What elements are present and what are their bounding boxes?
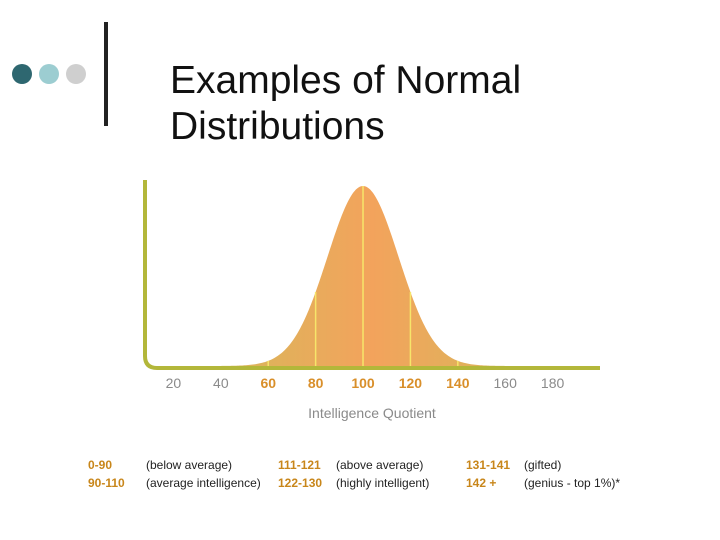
legend-item: 90-110 — [88, 476, 125, 490]
legend-range: 131-141 — [466, 458, 511, 472]
legend-range: 0-90 — [88, 458, 113, 472]
x-tick-label: 40 — [213, 375, 229, 391]
slide-bullet-dots — [12, 64, 86, 84]
legend-item: (genius - top 1%)* — [524, 476, 620, 490]
x-tick-label: 120 — [399, 375, 423, 391]
legend-range: 142 + — [466, 476, 497, 490]
legend-item: 111-121 — [278, 458, 321, 472]
legend-item: (above average) — [336, 458, 423, 472]
legend-item: (average intelligence) — [146, 476, 261, 490]
x-tick-label: 160 — [494, 375, 518, 391]
slide-title: Examples of Normal Distributions — [170, 58, 521, 150]
title-divider — [104, 22, 108, 126]
legend-item: (highly intelligent) — [336, 476, 429, 490]
legend-item: 0-90 — [88, 458, 112, 472]
legend-item: 142 + — [466, 476, 496, 490]
legend-desc: (above average) — [336, 458, 424, 472]
x-tick-label: 140 — [446, 375, 470, 391]
x-tick-label: 60 — [260, 375, 276, 391]
legend-range: 90-110 — [88, 476, 125, 490]
x-tick-label: 180 — [541, 375, 565, 391]
legend-item: (gifted) — [524, 458, 561, 472]
legend-desc: (genius - top 1%)* — [524, 476, 621, 490]
legend-item: 131-141 — [466, 458, 510, 472]
legend-item: 122-130 — [278, 476, 322, 490]
dot-grey — [66, 64, 86, 84]
dot-light — [39, 64, 59, 84]
legend-desc: (gifted) — [524, 458, 562, 472]
legend-desc: (highly intelligent) — [336, 476, 430, 490]
legend-desc: (below average) — [146, 458, 233, 472]
x-axis-label: Intelligence Quotient — [308, 405, 436, 421]
slide-title-line-1: Examples of Normal — [170, 59, 522, 102]
x-tick-label: 100 — [351, 375, 375, 391]
chart-axis — [143, 180, 600, 370]
distribution-area — [145, 186, 600, 366]
x-tick-label: 20 — [166, 375, 182, 391]
legend-desc: (average intelligence) — [146, 476, 261, 490]
legend-range: 122-130 — [278, 476, 323, 490]
iq-legend: 0-90 (below average) 111-121 (above aver… — [88, 458, 648, 498]
x-tick-label: 80 — [308, 375, 324, 391]
legend-range: 111-121 — [278, 458, 321, 472]
slide-title-line-2: Distributions — [170, 105, 385, 148]
dot-dark — [12, 64, 32, 84]
legend-item: (below average) — [146, 458, 232, 472]
